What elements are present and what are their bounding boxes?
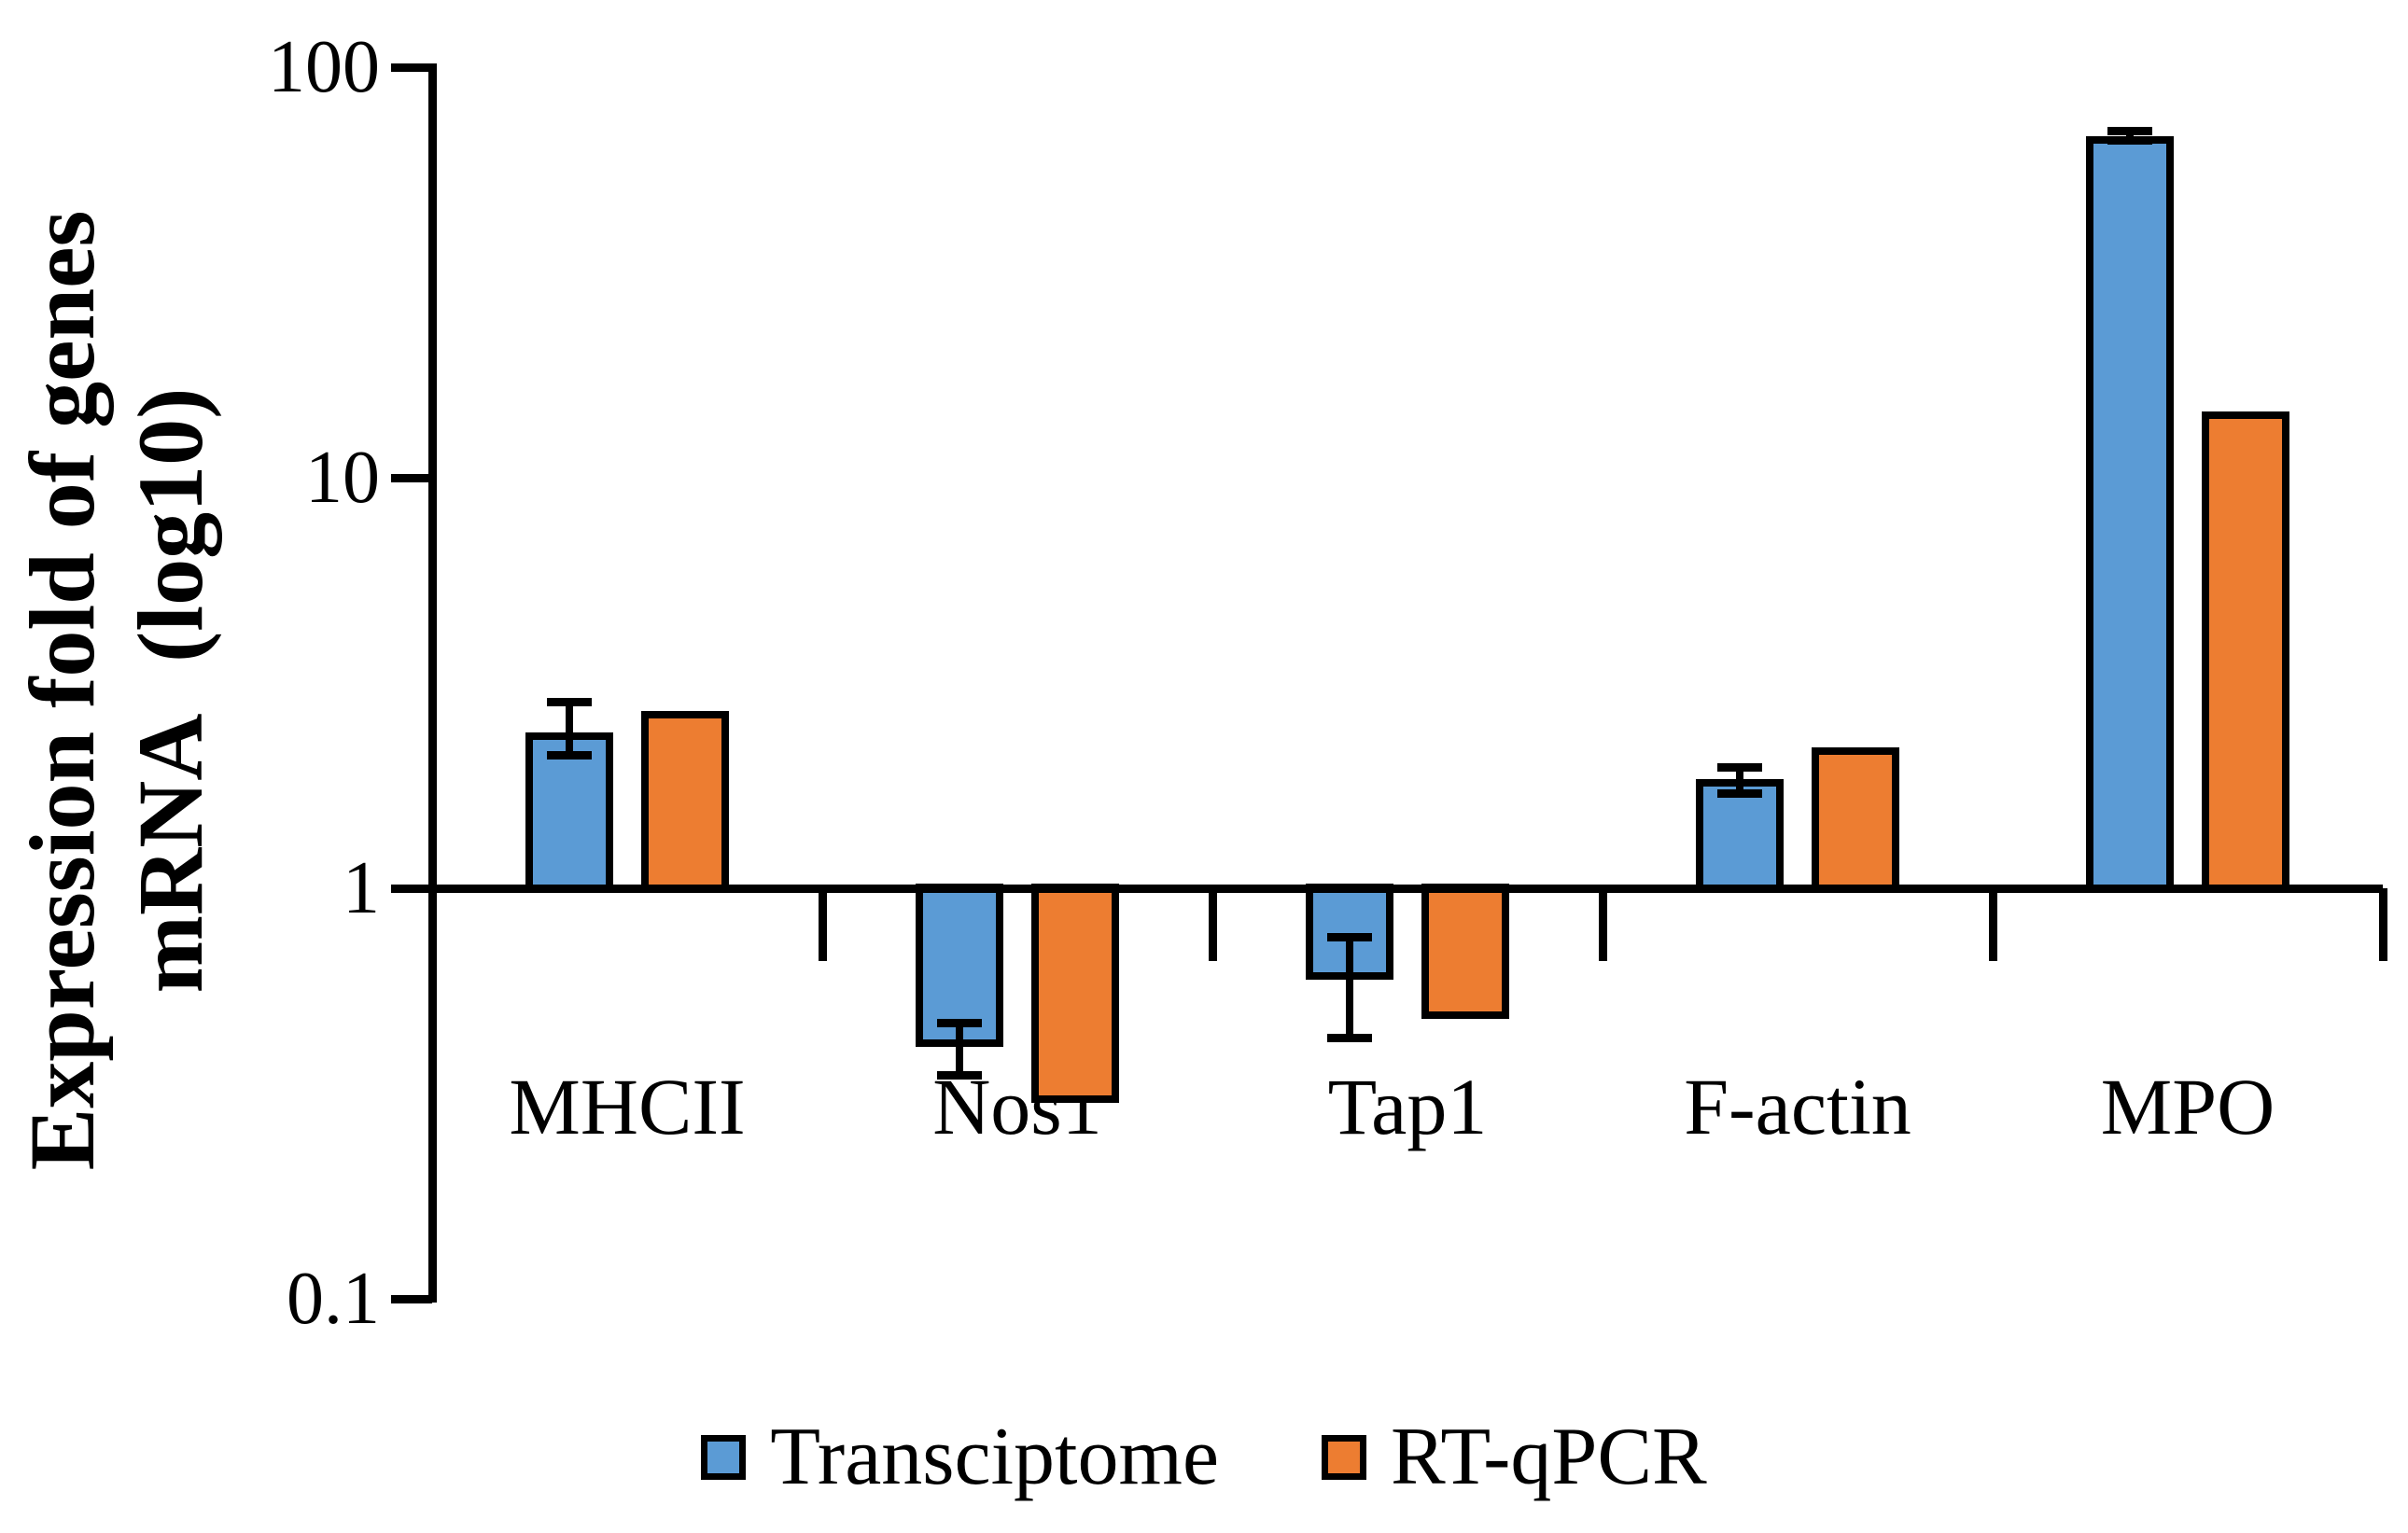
category-label-tap1: Tap1 — [1327, 1062, 1488, 1151]
y-axis-title: Expression fold of genes mRNA (log10) — [8, 211, 225, 1171]
error-bar-line-f-actin — [1736, 767, 1743, 794]
error-bar-line-mpo — [2126, 131, 2134, 142]
x-boundary-tick-5 — [2379, 888, 2387, 961]
y-tick-mark-1 — [391, 885, 432, 893]
legend-label-transciptome: Transciptome — [770, 1412, 1219, 1502]
error-bar-cap-top-tap1 — [1327, 933, 1372, 942]
x-boundary-tick-2 — [1209, 888, 1217, 961]
y-tick-label-0.1: 0.1 — [287, 1258, 380, 1340]
bar-rt-qpcr-tap1 — [1421, 884, 1509, 1020]
error-bar-cap-bottom-nos1 — [937, 1070, 982, 1080]
error-bar-cap-bottom-f-actin — [1717, 788, 1762, 798]
error-bar-cap-bottom-mpo — [2107, 136, 2152, 146]
x-axis-line — [428, 885, 2383, 893]
legend-item-transciptome: Transciptome — [701, 1413, 1219, 1502]
y-axis-title-line1: Expression fold of genes — [10, 210, 114, 1171]
legend-swatch-rt-qpcr — [1322, 1435, 1366, 1480]
y-axis-title-line2: mRNA (log10) — [119, 387, 222, 994]
y-tick-label-100: 100 — [268, 26, 380, 108]
category-label-f-actin: F-actin — [1684, 1062, 1911, 1151]
error-bar-cap-top-nos1 — [937, 1019, 982, 1028]
error-bar-line-nos1 — [956, 1023, 963, 1076]
y-tick-mark-10 — [391, 474, 432, 482]
x-boundary-tick-3 — [1599, 888, 1607, 961]
x-boundary-tick-1 — [819, 888, 827, 961]
error-bar-cap-bottom-mhcii — [547, 751, 592, 760]
y-tick-mark-100 — [391, 63, 432, 72]
bar-rt-qpcr-mhcii — [641, 711, 729, 893]
category-label-nos1: Nos1 — [932, 1062, 1102, 1151]
bar-transciptome-mpo — [2086, 135, 2174, 893]
legend-item-rt-qpcr: RT-qPCR — [1322, 1413, 1707, 1502]
bar-rt-qpcr-f-actin — [1812, 747, 1899, 893]
bar-rt-qpcr-nos1 — [1031, 884, 1119, 1104]
error-bar-cap-top-f-actin — [1717, 763, 1762, 773]
legend-label-rt-qpcr: RT-qPCR — [1391, 1412, 1707, 1502]
y-tick-label-10: 10 — [305, 437, 380, 519]
category-label-mpo: MPO — [2100, 1062, 2275, 1151]
x-boundary-tick-4 — [1989, 888, 1997, 961]
y-axis-line — [428, 63, 437, 1303]
error-bar-cap-top-mpo — [2107, 127, 2152, 136]
category-label-mhcii: MHCII — [509, 1062, 746, 1151]
y-tick-mark-0.1 — [391, 1295, 432, 1303]
error-bar-line-mhcii — [566, 701, 573, 757]
error-bar-cap-bottom-tap1 — [1327, 1034, 1372, 1043]
error-bar-line-tap1 — [1346, 937, 1353, 1039]
bar-rt-qpcr-mpo — [2202, 411, 2289, 893]
legend: Transciptome RT-qPCR — [0, 1392, 2408, 1523]
error-bar-cap-top-mhcii — [547, 697, 592, 706]
legend-swatch-transciptome — [701, 1435, 747, 1480]
y-tick-label-1: 1 — [343, 847, 380, 929]
